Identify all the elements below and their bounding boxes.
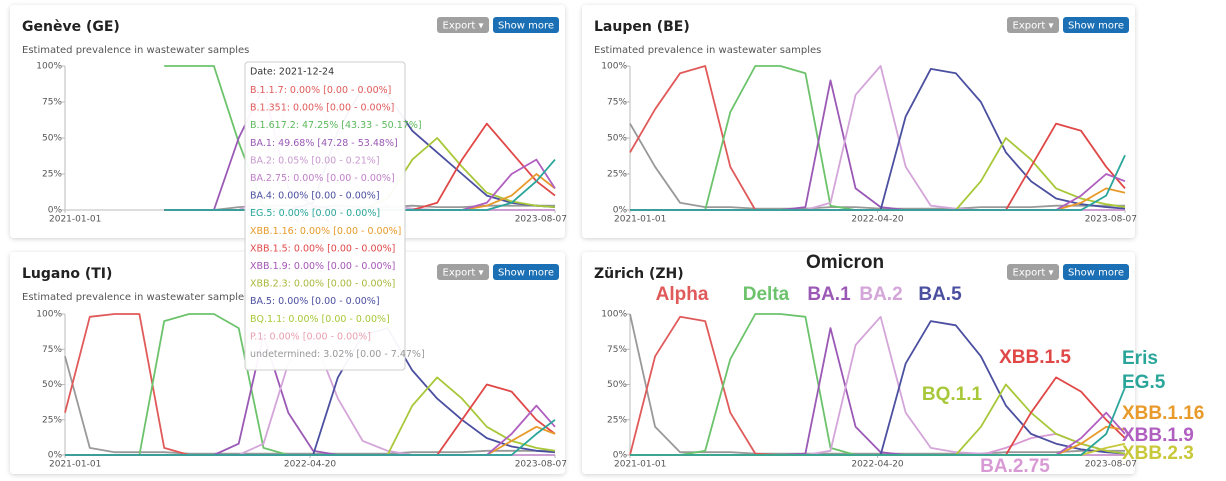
export-button-label[interactable]: Export ▾ <box>1013 21 1054 32</box>
variant-annotation: BA.2.75 <box>980 456 1050 477</box>
export-button-label[interactable]: Export ▾ <box>443 268 484 279</box>
y-tick-label: 50% <box>607 380 627 390</box>
x-tick-label: 2022-04-20 <box>851 215 904 225</box>
show-more-button-label[interactable]: Show more <box>1068 21 1124 32</box>
series-line <box>630 154 1126 211</box>
tooltip-line: BA.2.75: 0.00% [0.00 - 0.00%] <box>250 173 395 184</box>
y-tick-label: 100% <box>601 310 627 320</box>
y-tick-label: 25% <box>607 415 627 425</box>
tooltip-line: EG.5: 0.00% [0.00 - 0.00%] <box>250 208 380 219</box>
panel-title: Genève (GE) <box>22 19 120 35</box>
y-tick-label: 25% <box>42 170 62 180</box>
variant-annotation: EG.5 <box>1122 372 1166 393</box>
tooltip-line: XBB.1.9: 0.00% [0.00 - 0.00%] <box>250 261 395 272</box>
x-tick-label: 2022-04-20 <box>851 460 904 470</box>
x-tick-label: 2023-08-07 <box>1085 460 1137 470</box>
variant-annotation: XBB.1.9 <box>1122 425 1194 446</box>
variant-annotation: XBB.1.16 <box>1122 403 1204 424</box>
tooltip-line: BA.1: 49.68% [47.28 - 53.48%] <box>250 138 398 149</box>
y-tick-label: 75% <box>42 98 62 108</box>
variant-annotation: BA.1 <box>807 284 851 305</box>
show-more-button[interactable] <box>1063 17 1129 33</box>
tooltip-line: BA.2: 0.05% [0.00 - 0.21%] <box>250 155 380 166</box>
tooltip-line: P.1: 0.00% [0.00 - 0.00%] <box>250 331 371 342</box>
series-line <box>630 386 1126 456</box>
y-tick-label: 0% <box>613 206 628 216</box>
y-tick-label: 75% <box>607 345 627 355</box>
y-tick-label: 50% <box>42 134 62 144</box>
panel <box>582 5 1135 238</box>
variant-annotation: Omicron <box>806 252 884 273</box>
tooltip: Date: 2021-12-24 B.1.1.7: 0.00% [0.00 - 0… <box>244 61 425 371</box>
export-button-label[interactable]: Export ▾ <box>1013 268 1054 279</box>
variant-annotation: XBB.1.5 <box>999 347 1071 368</box>
variant-annotation: BA.5 <box>918 284 962 305</box>
export-button[interactable] <box>1007 264 1059 280</box>
tooltip-line: B.1.351: 0.00% [0.00 - 0.00%] <box>250 103 394 114</box>
y-tick-label: 75% <box>607 98 627 108</box>
x-tick-label: 2021-01-01 <box>49 215 101 225</box>
tooltip-line: XBB.1.16: 0.00% [0.00 - 0.00%] <box>250 226 401 237</box>
panel-title: Zürich (ZH) <box>594 266 684 282</box>
variant-annotation: BA.2 <box>859 284 902 305</box>
series-line <box>65 419 556 456</box>
x-tick-label: 2021-01-01 <box>614 460 666 470</box>
tooltip-line: undetermined: 3.02% [0.00 - 7.47%] <box>250 349 425 360</box>
show-more-button-label[interactable]: Show more <box>1068 268 1124 279</box>
x-tick-label: 2022-04-20 <box>284 460 337 470</box>
x-tick-label: 2021-01-01 <box>49 460 101 470</box>
panel-subtitle: Estimated prevalence in wastewater sampl… <box>22 45 249 56</box>
show-more-button[interactable] <box>1063 264 1129 280</box>
y-tick-label: 75% <box>42 345 62 355</box>
tooltip-line: BA.4: 0.00% [0.00 - 0.00%] <box>250 191 380 202</box>
show-more-button-label[interactable]: Show more <box>498 268 554 279</box>
tooltip-line: BQ.1.1: 0.00% [0.00 - 0.00%] <box>250 314 390 325</box>
panel-title: Laupen (BE) <box>594 19 690 35</box>
tooltip-line: B.1.617.2: 47.25% [43.33 - 50.17%] <box>250 120 422 131</box>
panel-subtitle: Estimated prevalence in wastewater sampl… <box>594 45 821 56</box>
panel <box>582 252 1135 474</box>
variant-annotation: Alpha <box>656 284 709 305</box>
tooltip-title: Date: 2021-12-24 <box>250 67 334 78</box>
y-tick-label: 0% <box>48 206 63 216</box>
x-tick-label: 2023-08-07 <box>515 215 567 225</box>
y-tick-label: 100% <box>36 62 62 72</box>
show-more-button[interactable] <box>493 17 559 33</box>
show-more-button[interactable] <box>493 264 559 280</box>
y-tick-label: 25% <box>42 415 62 425</box>
y-tick-label: 100% <box>36 310 62 320</box>
export-button[interactable] <box>1007 17 1059 33</box>
export-button-label[interactable]: Export ▾ <box>443 21 484 32</box>
tooltip-line: BA.5: 0.00% [0.00 - 0.00%] <box>250 296 380 307</box>
variant-annotation: Delta <box>743 284 790 305</box>
y-tick-label: 50% <box>42 380 62 390</box>
x-tick-label: 2021-01-01 <box>614 215 666 225</box>
variant-annotation: Eris <box>1122 348 1158 369</box>
variant-annotation: BQ.1.1 <box>922 384 983 405</box>
show-more-button-label[interactable]: Show more <box>498 21 554 32</box>
y-tick-label: 25% <box>607 170 627 180</box>
y-tick-label: 0% <box>613 451 628 461</box>
variant-annotation: XBB.2.3 <box>1122 443 1194 464</box>
y-tick-label: 0% <box>48 451 63 461</box>
panel-subtitle: Estimated prevalence in wastewater sampl… <box>22 292 249 303</box>
panel-title: Lugano (TI) <box>22 266 112 282</box>
x-tick-label: 2023-08-07 <box>1085 215 1137 225</box>
tooltip-line: XBB.1.5: 0.00% [0.00 - 0.00%] <box>250 243 395 254</box>
tooltip-line: B.1.1.7: 0.00% [0.00 - 0.00%] <box>250 85 391 96</box>
export-button[interactable] <box>437 264 489 280</box>
tooltip-box <box>244 61 406 371</box>
export-button[interactable] <box>437 17 489 33</box>
y-tick-label: 100% <box>601 62 627 72</box>
tooltip-line: XBB.2.3: 0.00% [0.00 - 0.00%] <box>250 279 395 290</box>
x-tick-label: 2023-08-07 <box>515 460 567 470</box>
y-tick-label: 50% <box>607 134 627 144</box>
